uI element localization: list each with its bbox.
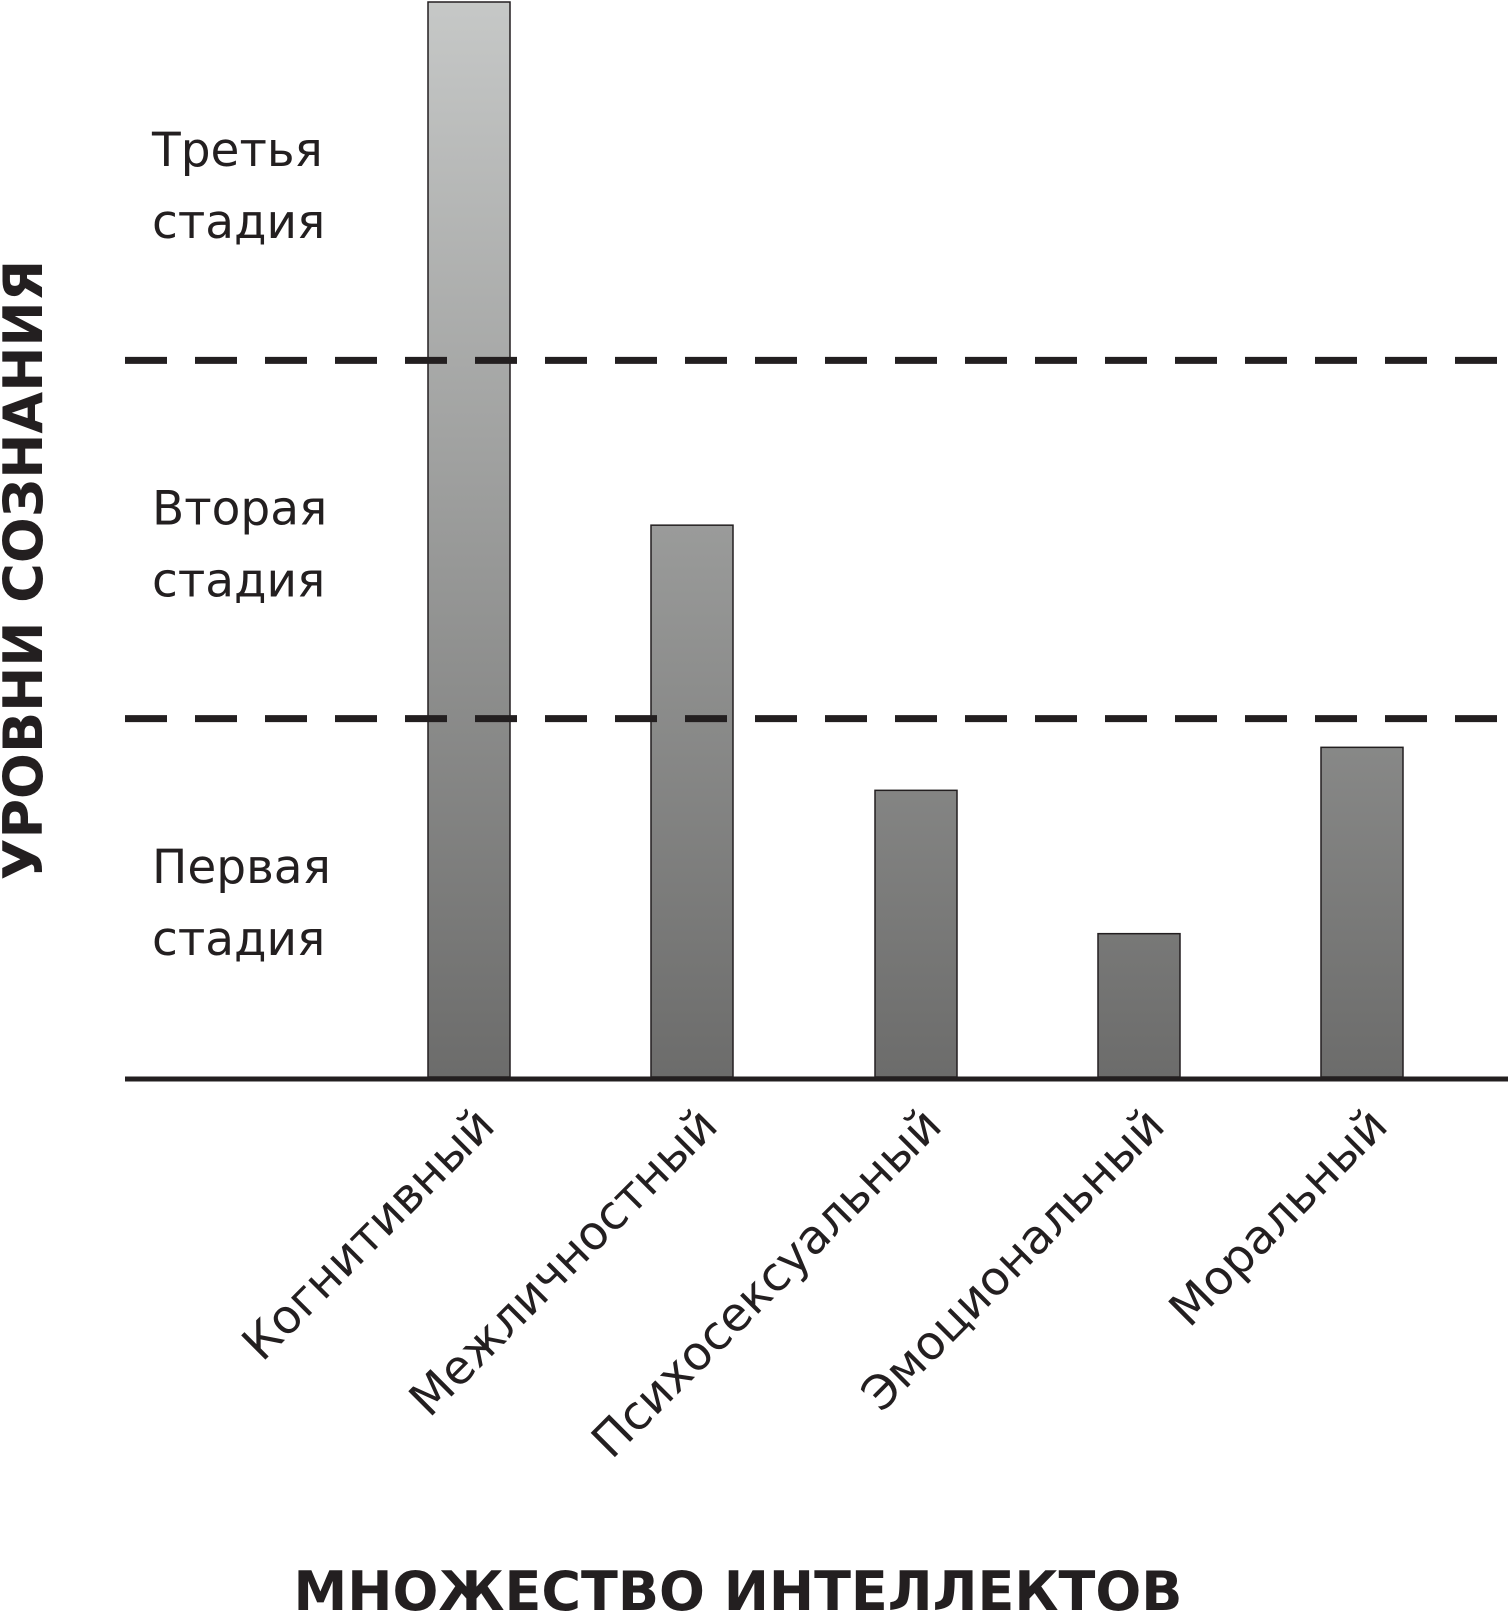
stage-label-3: Третья стадия bbox=[151, 123, 325, 250]
stage-label-line: Вторая bbox=[152, 482, 327, 537]
bar-2 bbox=[650, 524, 734, 1078]
stage-labels: Первая стадия Вторая стадия Третья стадия bbox=[151, 123, 331, 967]
stage-label-line: Третья bbox=[151, 123, 323, 178]
stage-label-1: Первая стадия bbox=[152, 840, 331, 967]
stage-label-2: Вторая стадия bbox=[152, 482, 327, 609]
stage-label-line: стадия bbox=[152, 554, 325, 609]
x-axis-title: МНОЖЕСТВО ИНТЕЛЛЕКТОВ bbox=[294, 1560, 1183, 1617]
bar-5 bbox=[1320, 746, 1404, 1078]
stage-boundary-lines bbox=[125, 356, 1508, 723]
bar-1 bbox=[427, 1, 511, 1078]
stage-label-line: стадия bbox=[152, 195, 325, 250]
bar-4 bbox=[1097, 932, 1181, 1078]
bars-group bbox=[427, 1, 1404, 1078]
category-labels: КогнитивныйМежличностныйПсихосексуальный… bbox=[232, 1098, 1399, 1469]
stage-label-line: стадия bbox=[152, 912, 325, 967]
bar-3 bbox=[874, 789, 958, 1078]
y-axis-title: УРОВНИ СОЗНАНИЯ bbox=[0, 260, 55, 880]
stage-label-line: Первая bbox=[152, 840, 331, 895]
category-label-5: Моральный bbox=[1159, 1098, 1399, 1338]
